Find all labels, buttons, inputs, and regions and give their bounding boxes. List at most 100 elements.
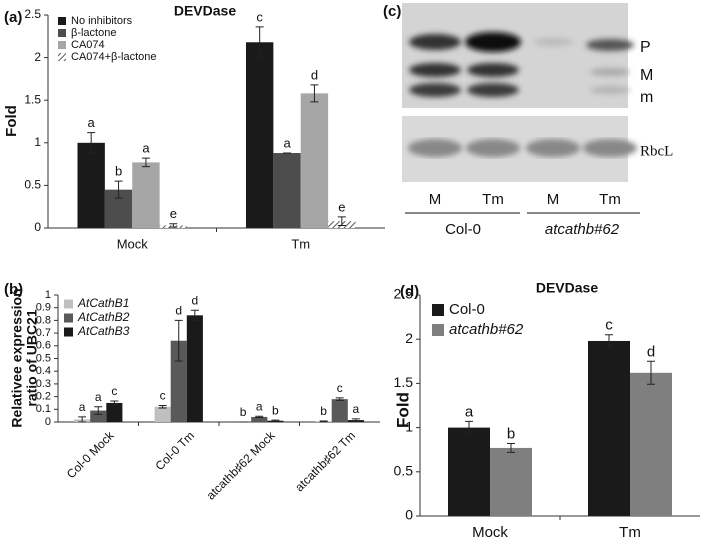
bar (448, 427, 490, 516)
legend-label: CA074 (71, 39, 105, 51)
significance-letter: a (95, 390, 102, 404)
lane-label: Tm (599, 191, 621, 208)
x-tick-label: Mock (472, 524, 508, 541)
lane-label: M (547, 191, 560, 208)
error-bar (158, 404, 167, 409)
significance-letter: a (465, 403, 474, 420)
y-tick-label: 2.5 (394, 286, 414, 302)
chart-title: DEVDase (536, 280, 598, 296)
error-bar (169, 223, 178, 228)
significance-letter: b (240, 405, 247, 419)
legend-swatch (432, 304, 444, 316)
bar (77, 142, 105, 228)
y-tick-label: 1 (405, 418, 413, 434)
y-tick-label: 0.9 (36, 302, 51, 314)
y-tick-label: 2 (34, 50, 41, 64)
error-bar (271, 419, 280, 422)
significance-letter: c (111, 384, 117, 398)
bar (273, 153, 301, 228)
y-tick-label: 0.4 (36, 365, 51, 377)
bar (588, 340, 630, 516)
y-tick-label: 2 (405, 330, 413, 346)
error-bar (319, 420, 328, 423)
legend-swatch (64, 299, 73, 309)
error-bar (255, 26, 264, 59)
lane-label: M (429, 191, 442, 208)
band-label: m (640, 89, 653, 106)
significance-letter: a (79, 400, 86, 414)
x-tick-label: Tm (619, 524, 641, 541)
legend-swatch (58, 41, 66, 49)
bar (490, 447, 532, 516)
y-axis-label: Fold (393, 392, 412, 428)
significance-letter: b (320, 404, 327, 418)
y-tick-label: 0.3 (36, 378, 51, 390)
significance-letter: c (337, 381, 343, 395)
panel-label: (d) (400, 283, 419, 300)
panel-label: (c) (383, 3, 401, 20)
error-bar (141, 157, 150, 168)
significance-letter: e (170, 206, 177, 221)
y-tick-label: 0.5 (394, 463, 414, 479)
error-bar (174, 319, 183, 362)
y-tick-label: 1.5 (394, 374, 414, 390)
significance-letter: d (647, 343, 655, 360)
significance-letter: c (160, 389, 166, 403)
x-tick-label: Tm (291, 236, 310, 251)
y-tick-label: 0.1 (36, 403, 51, 415)
y-tick-label: 0 (405, 507, 413, 523)
legend-swatch (58, 53, 66, 61)
y-tick-label: 0.8 (36, 314, 51, 326)
legend-swatch (58, 29, 66, 37)
significance-letter: c (605, 317, 613, 334)
error-bar (465, 420, 473, 435)
significance-letter: d (192, 293, 199, 307)
y-axis-label: ratio of UBC21 (24, 309, 40, 406)
legend-label: AtCathB1 (77, 296, 129, 310)
legend-label: Col-0 (449, 301, 485, 318)
error-bar (110, 400, 119, 406)
significance-letter: b (272, 403, 279, 417)
legend-label: AtCathB3 (77, 324, 130, 338)
y-tick-label: 0.2 (36, 391, 51, 403)
error-bar (114, 180, 123, 199)
error-bar (94, 406, 103, 415)
y-tick-label: 2.5 (24, 7, 41, 21)
band-label: RbcL (640, 143, 673, 159)
x-tick-label: atcathb♯62 Mock (204, 428, 279, 503)
error-bar (507, 443, 515, 453)
significance-letter: a (256, 399, 263, 413)
y-axis-label: Relativee expression (9, 288, 25, 427)
y-tick-label: 0.5 (36, 352, 51, 364)
y-tick-label: 1.5 (24, 92, 41, 106)
significance-letter: d (311, 67, 318, 82)
x-tick-label: Col-0 Mock (64, 428, 118, 482)
panel-label: (a) (4, 9, 22, 26)
error-bar (255, 415, 264, 419)
y-axis-label: Fold (3, 105, 20, 137)
bands (409, 32, 634, 97)
significance-letter: b (115, 164, 122, 179)
group-label: Col-0 (445, 221, 481, 238)
significance-letter: a (88, 115, 96, 130)
significance-letter: c (256, 9, 263, 24)
error-bar (335, 397, 344, 401)
y-tick-label: 0 (34, 220, 41, 234)
x-tick-label: Mock (117, 236, 149, 251)
y-tick-label: 0.5 (24, 178, 41, 192)
legend-label: No inhibitors (71, 15, 133, 27)
error-bar (351, 418, 360, 422)
legend-label: AtCathB2 (77, 310, 130, 324)
y-tick-label: 0.6 (36, 340, 51, 352)
bar (331, 399, 348, 422)
bar (106, 402, 123, 422)
legend-swatch (58, 17, 66, 25)
y-tick-label: 0.7 (36, 327, 51, 339)
blot: (c) P M m RbcL M Tm M Tm C (383, 3, 673, 238)
rbcl-bands (408, 139, 637, 157)
error-bar (310, 84, 319, 103)
significance-letter: d (175, 304, 182, 318)
significance-letter: a (353, 402, 360, 416)
error-bar (647, 360, 655, 385)
